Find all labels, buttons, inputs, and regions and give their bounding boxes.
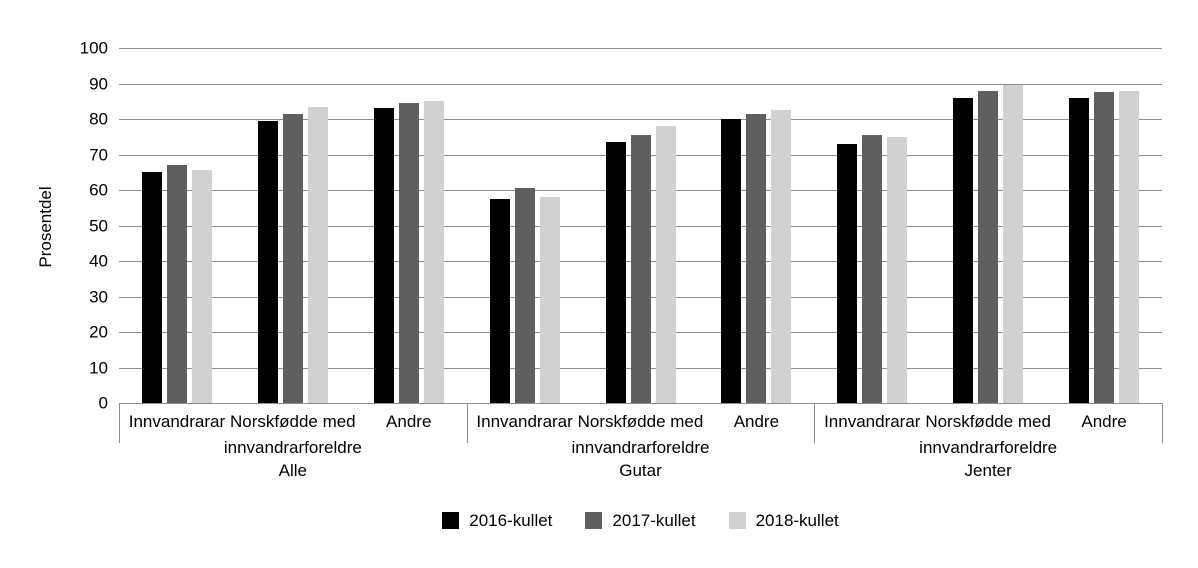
legend-item-2016-kullet: 2016-kullet bbox=[442, 512, 552, 529]
bar-2016-kullet-jenter-norskf-dde-med-innvandrarforeldre bbox=[953, 97, 974, 403]
category-label-jenter-andre: Andre bbox=[1081, 412, 1127, 431]
bar-2017-kullet-jenter-innvandrarar bbox=[862, 134, 883, 403]
category-label-alle-innvandrarar: Innvandrarar bbox=[128, 412, 226, 431]
y-tick-label-30: 30 bbox=[89, 287, 108, 306]
category-label-gutar-andre: Andre bbox=[733, 412, 780, 431]
bar-2016-kullet-alle-andre bbox=[373, 108, 394, 403]
bar-2018-kullet-jenter-innvandrarar bbox=[887, 136, 908, 403]
y-tick-label-10: 10 bbox=[89, 358, 108, 377]
group-separator-2 bbox=[814, 403, 816, 443]
bar-2017-kullet-jenter-andre bbox=[1094, 92, 1115, 403]
bar-2017-kullet-gutar-andre bbox=[746, 113, 767, 403]
legend: 2016-kullet 2017-kullet 2018-kullet bbox=[119, 512, 1162, 529]
legend-label-2018-kullet: 2018-kullet bbox=[755, 511, 839, 530]
plot-area bbox=[119, 48, 1162, 403]
bar-2018-kullet-alle-innvandrarar bbox=[191, 170, 212, 403]
legend-swatch-2016-kullet bbox=[442, 512, 460, 529]
x-axis-line bbox=[119, 403, 1162, 404]
category-label-alle-norskf-dde-med-innvandrarforeldre: Norskfødde med innvandrarforeldre bbox=[223, 412, 362, 457]
gridline-90 bbox=[119, 83, 1162, 85]
bar-2018-kullet-alle-norskf-dde-med-innvandrarforeldre bbox=[307, 106, 328, 403]
bar-2016-kullet-alle-innvandrarar bbox=[141, 172, 162, 403]
bar-2018-kullet-jenter-andre bbox=[1119, 90, 1140, 403]
y-tick-label-50: 50 bbox=[89, 216, 108, 235]
group-separator-0 bbox=[119, 403, 120, 443]
bar-2017-kullet-alle-innvandrarar bbox=[166, 165, 187, 403]
legend-item-2017-kullet: 2017-kullet bbox=[585, 511, 696, 530]
bar-2018-kullet-jenter-norskf-dde-med-innvandrarforeldre bbox=[1003, 85, 1024, 403]
legend-label-2017-kullet: 2017-kullet bbox=[612, 511, 696, 530]
y-tick-label-0: 0 bbox=[98, 393, 108, 413]
legend-swatch-2017-kullet bbox=[585, 512, 603, 529]
bar-2016-kullet-jenter-andre bbox=[1069, 97, 1090, 403]
legend-label-2016-kullet: 2016-kullet bbox=[469, 511, 553, 530]
group-label-alle: Alle bbox=[278, 461, 308, 480]
bar-2017-kullet-gutar-innvandrarar bbox=[514, 188, 535, 403]
y-tick-label-40: 40 bbox=[89, 251, 108, 271]
bar-2018-kullet-gutar-andre bbox=[771, 110, 792, 403]
group-separator-3 bbox=[1162, 403, 1163, 443]
bar-2017-kullet-alle-andre bbox=[398, 103, 419, 403]
bar-2018-kullet-gutar-innvandrarar bbox=[539, 197, 560, 403]
bar-2018-kullet-alle-andre bbox=[423, 101, 444, 403]
gridline-80 bbox=[119, 119, 1162, 120]
gridline-100 bbox=[119, 48, 1162, 49]
y-tick-label-90: 90 bbox=[89, 74, 108, 93]
bar-2016-kullet-gutar-andre bbox=[721, 119, 742, 403]
bar-2016-kullet-gutar-innvandrarar bbox=[489, 198, 510, 403]
y-tick-label-80: 80 bbox=[89, 109, 108, 129]
bar-2017-kullet-jenter-norskf-dde-med-innvandrarforeldre bbox=[978, 90, 999, 403]
legend-item-2018-kullet: 2018-kullet bbox=[728, 511, 839, 530]
y-tick-label-70: 70 bbox=[89, 145, 108, 164]
group-separator-1 bbox=[466, 403, 468, 443]
bar-2016-kullet-gutar-norskf-dde-med-innvandrarforeldre bbox=[605, 142, 626, 403]
y-tick-label-60: 60 bbox=[89, 180, 108, 200]
category-label-gutar-norskf-dde-med-innvandrarforeldre: Norskfødde med innvandrarforeldre bbox=[571, 412, 710, 457]
bar-2018-kullet-gutar-norskf-dde-med-innvandrarforeldre bbox=[655, 126, 676, 403]
y-tick-label-100: 100 bbox=[79, 38, 108, 58]
category-label-jenter-norskf-dde-med-innvandrarforeldre: Norskfødde med innvandrarforeldre bbox=[919, 412, 1058, 457]
bar-2016-kullet-alle-norskf-dde-med-innvandrarforeldre bbox=[257, 120, 278, 403]
bar-2017-kullet-gutar-norskf-dde-med-innvandrarforeldre bbox=[630, 134, 651, 403]
y-tick-label-20: 20 bbox=[89, 322, 108, 342]
category-label-jenter-innvandrarar: Innvandrarar bbox=[824, 412, 921, 431]
category-label-gutar-innvandrarar: Innvandrarar bbox=[476, 412, 573, 431]
bar-2016-kullet-jenter-innvandrarar bbox=[837, 143, 858, 403]
bar-2017-kullet-alle-norskf-dde-med-innvandrarforeldre bbox=[282, 113, 303, 403]
group-label-jenter: Jenter bbox=[964, 461, 1012, 480]
legend-swatch-2018-kullet bbox=[728, 512, 746, 529]
group-label-gutar: Gutar bbox=[619, 461, 662, 480]
category-label-alle-andre: Andre bbox=[386, 412, 432, 431]
